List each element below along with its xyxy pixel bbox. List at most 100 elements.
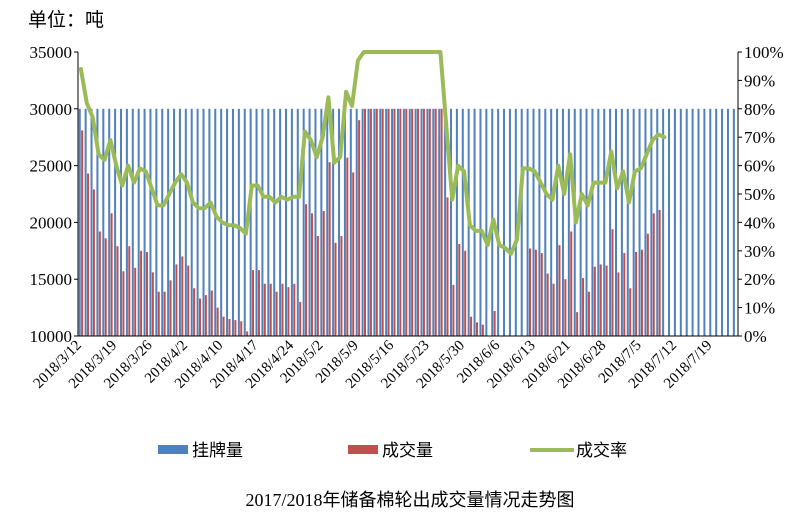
bar-listed: [355, 108, 358, 336]
bar-listed: [338, 108, 341, 336]
bar-traded: [210, 290, 213, 336]
bar-listed: [550, 108, 553, 336]
bar-listed: [249, 108, 252, 336]
x-axis-date-labels: 2018/3/122018/3/192018/3/262018/4/22018/…: [31, 337, 716, 392]
bar-listed: [709, 108, 712, 336]
bar-traded: [635, 251, 638, 336]
bar-traded: [128, 246, 131, 336]
bar-listed: [673, 108, 676, 336]
bar-listed: [408, 108, 411, 336]
bar-listed: [208, 108, 211, 336]
bar-listed: [497, 108, 500, 336]
bar-traded: [593, 266, 596, 336]
bar-traded: [646, 233, 649, 336]
bar-listed: [290, 108, 293, 336]
bar-listed: [161, 108, 164, 336]
bar-listed: [402, 108, 405, 336]
bar-listed: [662, 108, 665, 336]
bar-traded: [428, 108, 431, 336]
right-tick-label: 80%: [744, 100, 775, 119]
axis-lines: [77, 52, 739, 337]
bar-listed: [308, 108, 311, 336]
bar-traded: [187, 265, 190, 336]
bar-traded: [381, 108, 384, 336]
bar-listed: [90, 108, 93, 336]
bar-listed: [426, 108, 429, 336]
bar-listed: [237, 108, 240, 336]
right-tick-label: 100%: [744, 43, 784, 62]
left-tick-label: 25000: [30, 157, 73, 176]
bar-listed: [155, 108, 158, 336]
bar-listed: [420, 108, 423, 336]
bar-traded: [399, 108, 402, 336]
bar-traded: [104, 238, 107, 336]
bar-listed: [567, 108, 570, 336]
bar-traded: [110, 213, 113, 336]
bar-traded: [458, 243, 461, 336]
bar-listed: [131, 108, 134, 336]
series-rate-line: [78, 50, 667, 256]
bar-traded: [393, 108, 396, 336]
bar-traded: [375, 108, 378, 336]
bar-listed: [284, 108, 287, 336]
bar-listed: [679, 108, 682, 336]
bar-listed: [202, 108, 205, 336]
left-tick-label: 10000: [30, 327, 73, 346]
bar-traded: [310, 213, 313, 336]
bar-traded: [181, 256, 184, 336]
bar-listed: [332, 108, 335, 336]
bar-listed: [721, 108, 724, 336]
bar-listed: [561, 108, 564, 336]
bar-listed: [697, 108, 700, 336]
bar-listed: [343, 108, 346, 336]
bar-listed: [479, 108, 482, 336]
bar-listed: [461, 108, 464, 336]
bar-listed: [449, 108, 452, 336]
bar-listed: [231, 108, 234, 336]
bar-traded: [328, 162, 331, 336]
bar-listed: [302, 108, 305, 336]
bar-listed: [243, 108, 246, 336]
right-tick-label: 20%: [744, 270, 775, 289]
series-listed-bars: [78, 108, 735, 336]
bar-listed: [267, 108, 270, 336]
bar-traded: [464, 250, 467, 336]
bar-traded: [599, 264, 602, 336]
bar-traded: [199, 298, 202, 336]
right-tick-label: 40%: [744, 213, 775, 232]
bar-traded: [216, 307, 219, 336]
bar-traded: [252, 270, 255, 336]
bar-listed: [149, 108, 152, 336]
bar-listed: [585, 108, 588, 336]
bar-listed: [167, 108, 170, 336]
bar-listed: [396, 108, 399, 336]
bar-traded: [434, 108, 437, 336]
bar-listed: [367, 108, 370, 336]
bar-traded: [387, 108, 390, 336]
bar-traded: [175, 264, 178, 336]
bar-listed: [656, 108, 659, 336]
bar-listed: [438, 108, 441, 336]
bar-traded: [228, 318, 231, 336]
bar-traded: [470, 316, 473, 336]
bar-listed: [614, 108, 617, 336]
bar-listed: [96, 108, 99, 336]
left-axis: 10000 15000 20000 25000 30000 35000: [30, 43, 78, 346]
bar-listed: [732, 108, 735, 336]
unit-label: 单位：吨: [28, 9, 104, 31]
bar-traded: [240, 321, 243, 336]
bar-listed: [108, 108, 111, 336]
bar-traded: [611, 229, 614, 336]
bar-listed: [726, 108, 729, 336]
bar-traded: [587, 291, 590, 336]
bar-traded: [358, 120, 361, 336]
bar-listed: [455, 108, 458, 336]
bar-traded: [281, 283, 284, 336]
bar-listed: [414, 108, 417, 336]
bar-listed: [261, 108, 264, 336]
legend-label: 挂牌量: [192, 441, 243, 461]
bar-traded: [652, 213, 655, 336]
bar-traded: [316, 236, 319, 336]
bar-listed: [591, 108, 594, 336]
bar-listed: [379, 108, 382, 336]
